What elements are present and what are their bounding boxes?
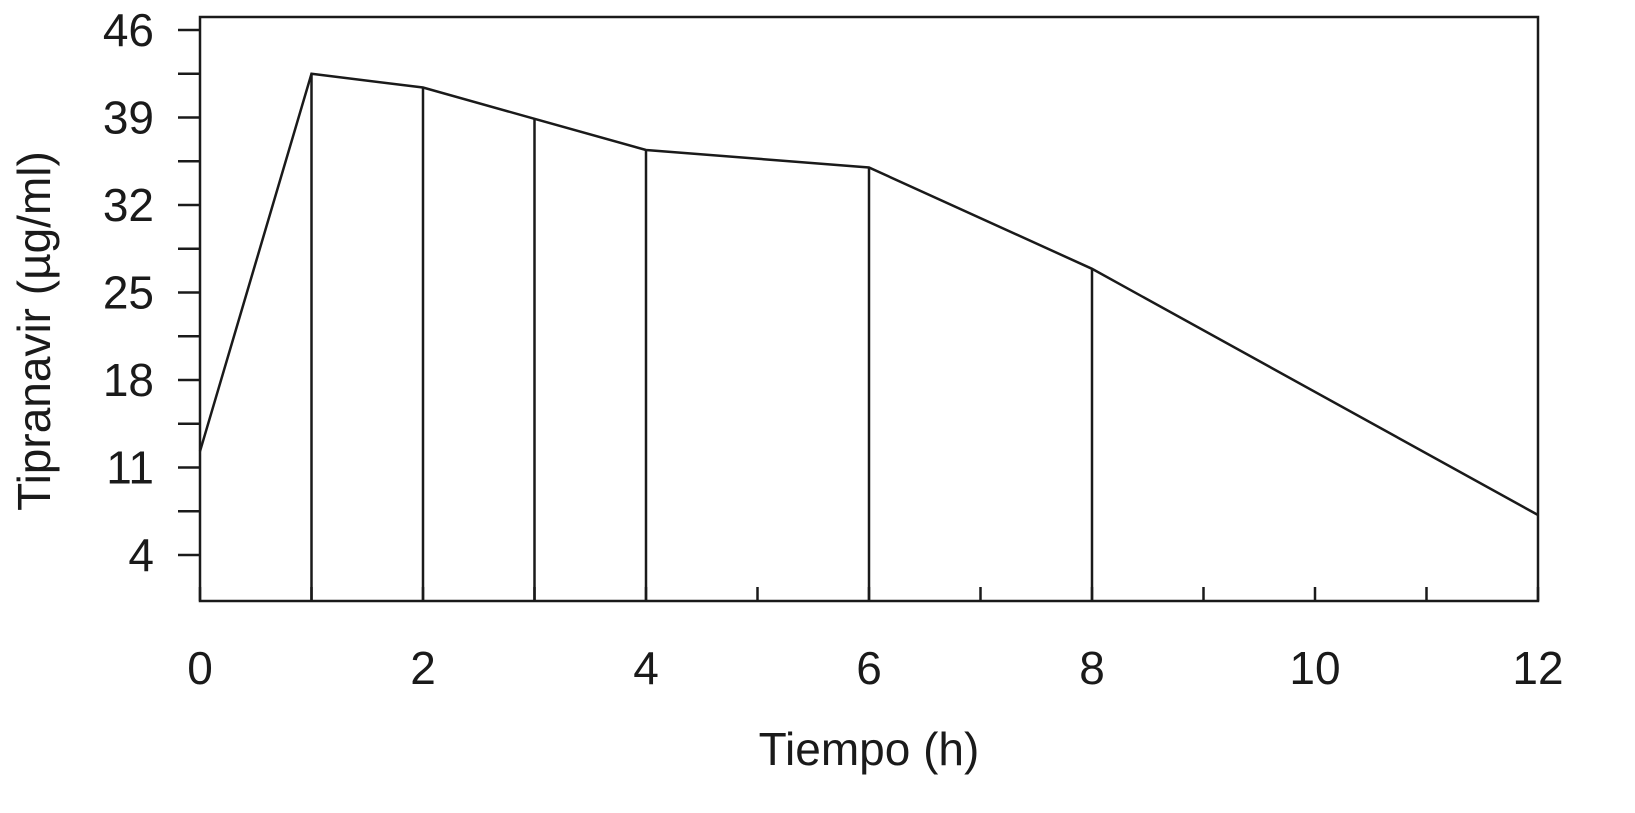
y-tick-label: 32	[103, 179, 154, 231]
x-tick-label: 4	[633, 642, 659, 694]
y-tick-label: 18	[103, 354, 154, 406]
x-axis-title: Tiempo (h)	[759, 723, 980, 775]
y-axis-title: Tipranavir (µg/ml)	[8, 151, 60, 511]
x-tick-label: 10	[1289, 642, 1340, 694]
y-tick-label: 39	[103, 92, 154, 144]
y-tick-label: 25	[103, 267, 154, 319]
sampling-time-drop-lines	[310, 73, 1094, 601]
x-tick-label: 8	[1079, 642, 1105, 694]
concentration-curve	[198, 72, 1539, 517]
x-tick-label: 12	[1512, 642, 1563, 694]
x-axis-ticks: 0 2 4 6 8 10 12	[187, 587, 1564, 694]
x-tick-label: 0	[187, 642, 213, 694]
x-tick-label: 2	[410, 642, 436, 694]
y-tick-label: 4	[128, 529, 154, 581]
y-axis-ticks: 4 11 18 25 32 39 46	[103, 4, 200, 581]
y-tick-label: 46	[103, 4, 154, 56]
x-tick-label: 6	[856, 642, 882, 694]
y-tick-label: 11	[106, 442, 154, 494]
